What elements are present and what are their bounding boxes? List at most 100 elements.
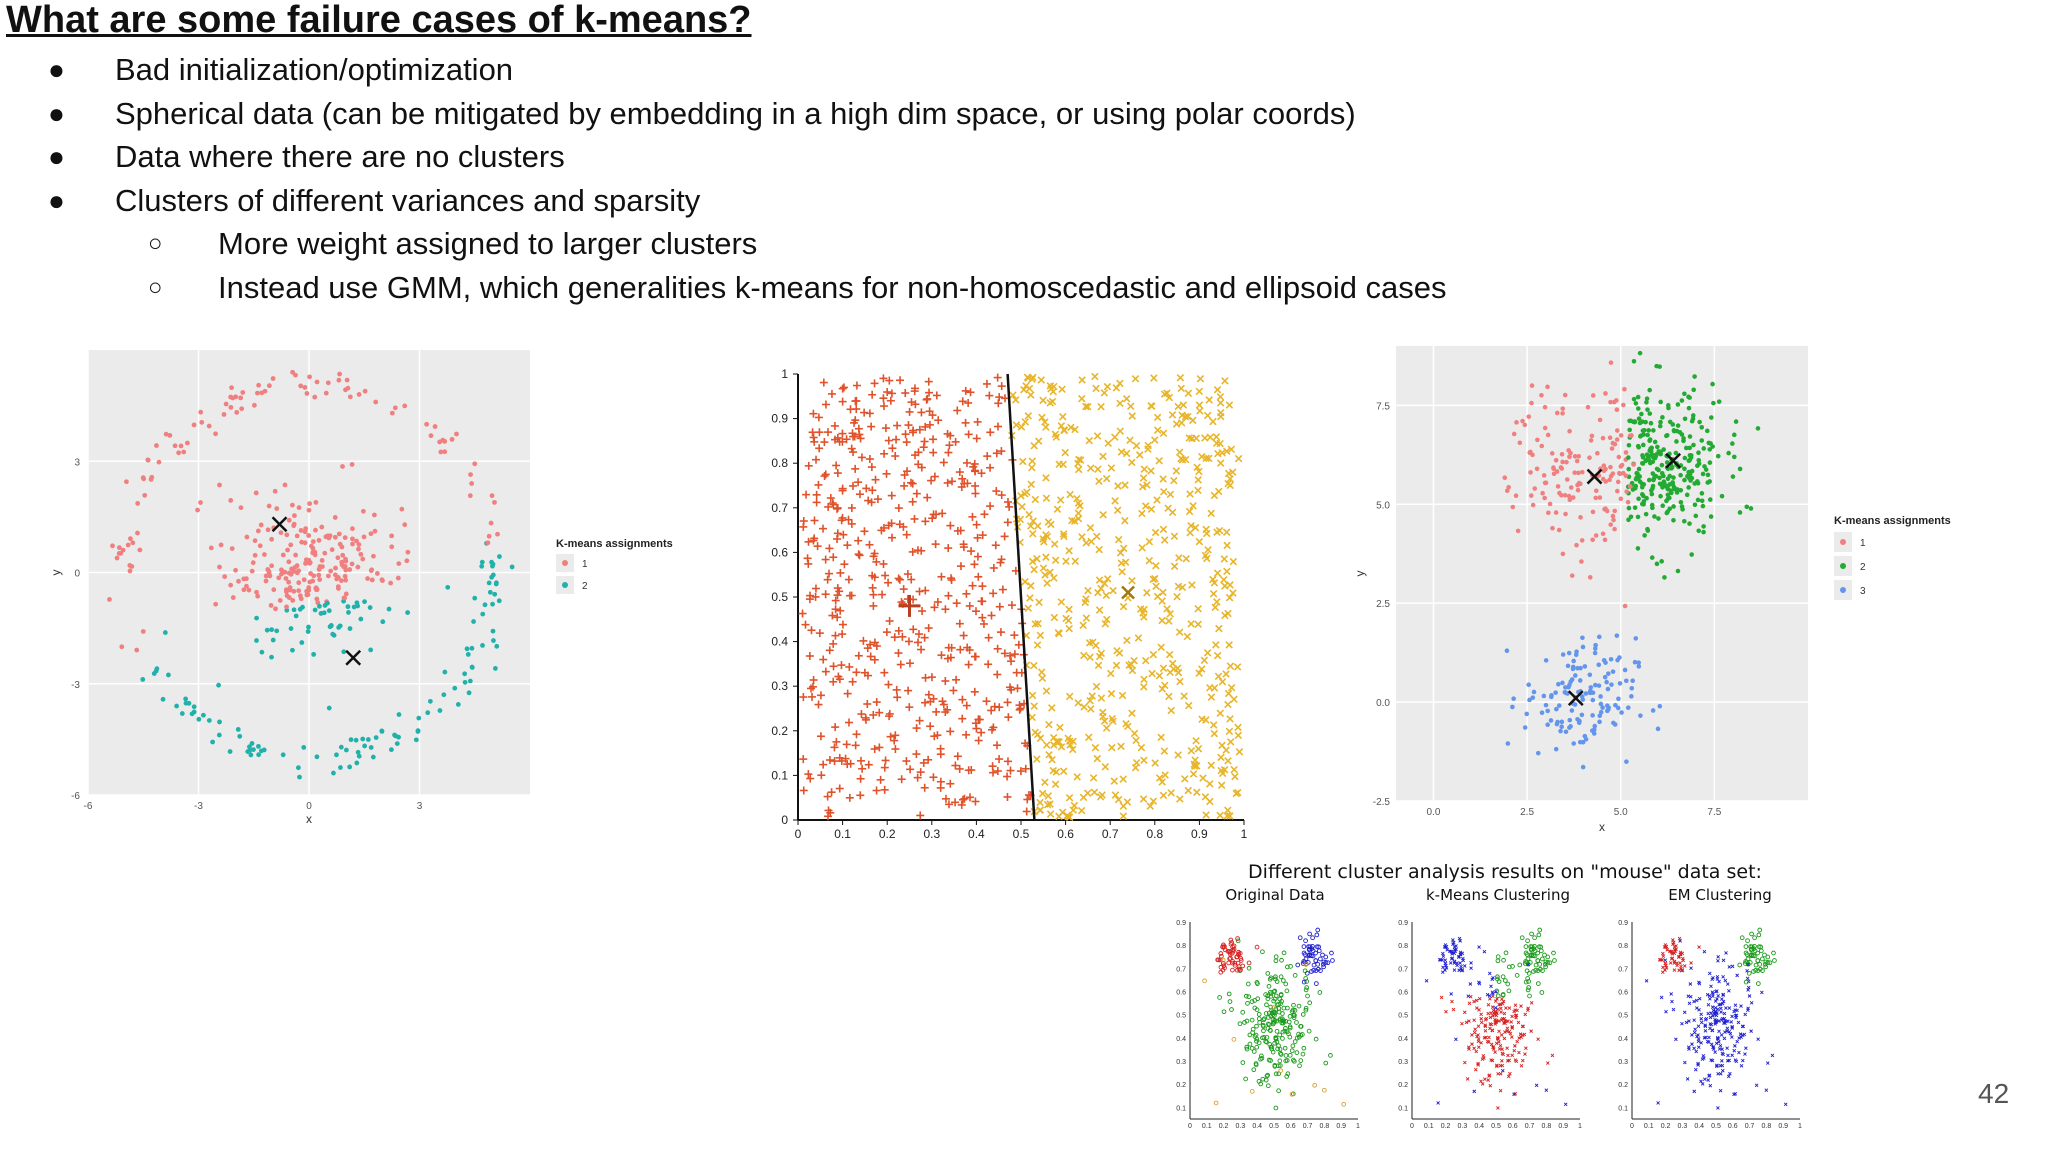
data-point — [1615, 705, 1621, 711]
data-point — [1065, 546, 1073, 555]
data-point — [1691, 442, 1696, 448]
data-point — [1490, 1058, 1495, 1063]
data-point — [1686, 485, 1691, 490]
data-point — [1524, 1046, 1528, 1050]
data-point — [1567, 682, 1572, 688]
data-point — [1488, 1026, 1492, 1031]
data-point — [286, 517, 292, 523]
data-point — [130, 540, 136, 546]
data-point — [1282, 1045, 1288, 1051]
y-axis-label: y — [1353, 571, 1367, 577]
data-point — [1671, 518, 1676, 523]
data-point — [1226, 738, 1235, 746]
data-point — [1060, 426, 1068, 434]
data-point — [337, 623, 343, 629]
data-point — [1737, 1050, 1741, 1055]
data-point — [1500, 1051, 1505, 1056]
data-point — [1226, 581, 1234, 589]
data-point — [1066, 490, 1074, 499]
data-point — [1705, 472, 1711, 478]
data-point — [276, 575, 282, 581]
data-point — [1560, 652, 1566, 657]
data-point — [1323, 954, 1329, 960]
data-point — [1283, 981, 1289, 987]
data-point — [1236, 949, 1241, 955]
centroid-marker — [1586, 468, 1603, 485]
data-point — [1703, 1017, 1708, 1022]
data-point — [1168, 411, 1177, 419]
data-point — [263, 578, 269, 584]
data-point — [1250, 1026, 1256, 1032]
mouse-dataset-chart: Different cluster analysis results on "m… — [1176, 861, 1802, 1130]
data-point — [1534, 466, 1540, 472]
data-point — [1045, 750, 1053, 759]
data-point — [1207, 509, 1215, 518]
legend-marker — [1840, 539, 1846, 545]
data-point — [300, 604, 305, 610]
data-point — [1570, 495, 1576, 500]
data-point — [323, 390, 329, 396]
data-point — [1660, 951, 1665, 956]
data-point — [1693, 513, 1699, 519]
data-point — [1307, 1000, 1313, 1006]
data-point — [380, 619, 386, 625]
y-tick-label: 0.1 — [1176, 1105, 1186, 1112]
data-point — [1030, 661, 1038, 670]
data-point — [347, 567, 353, 572]
data-point — [1209, 589, 1218, 598]
data-point — [1713, 1022, 1718, 1026]
data-point — [1679, 504, 1685, 509]
data-point — [1054, 628, 1063, 637]
data-point — [1715, 1036, 1720, 1041]
data-point — [114, 555, 120, 561]
data-point — [349, 462, 355, 467]
data-point — [1675, 423, 1681, 428]
data-point — [404, 558, 410, 564]
data-point — [256, 752, 262, 758]
data-point — [1707, 971, 1712, 976]
data-point — [1526, 414, 1532, 419]
data-point — [127, 568, 133, 574]
data-point — [1615, 488, 1620, 494]
data-point — [1128, 412, 1137, 420]
data-point — [1659, 470, 1665, 476]
data-point — [1517, 440, 1523, 446]
data-point — [1694, 998, 1699, 1003]
data-point — [1590, 697, 1596, 703]
data-point — [304, 391, 310, 396]
data-point — [291, 521, 297, 527]
data-point — [1307, 931, 1312, 937]
data-point — [1163, 389, 1171, 397]
data-point — [1650, 708, 1656, 713]
data-point — [1497, 1019, 1501, 1023]
data-point — [238, 505, 244, 511]
slide-title: What are some failure cases of k-means? — [6, 0, 752, 41]
data-point — [107, 597, 112, 602]
data-point — [183, 700, 189, 706]
data-point — [462, 671, 468, 677]
data-point — [1652, 439, 1658, 445]
data-point — [1633, 483, 1639, 489]
data-point — [1449, 956, 1454, 961]
data-point — [1502, 1011, 1507, 1016]
data-point — [1254, 1023, 1259, 1029]
data-point — [1688, 982, 1693, 986]
data-point — [1500, 992, 1506, 997]
centroid-marker — [1567, 690, 1584, 707]
data-point — [1706, 1078, 1711, 1082]
data-point — [1473, 1027, 1477, 1032]
data-point — [343, 591, 349, 597]
data-point — [1080, 703, 1088, 711]
bullet-text: Spherical data (can be mitigated by embe… — [115, 95, 1356, 131]
data-point — [266, 383, 272, 389]
data-point — [1613, 702, 1618, 708]
data-point — [1692, 1018, 1696, 1022]
data-point — [1709, 984, 1713, 989]
data-point — [1038, 413, 1046, 422]
x-tick-label: 0 — [306, 801, 312, 812]
data-point — [256, 743, 261, 749]
data-point — [1231, 772, 1239, 781]
data-point — [1639, 484, 1645, 490]
data-point — [1713, 1050, 1717, 1054]
data-point — [1071, 425, 1079, 434]
